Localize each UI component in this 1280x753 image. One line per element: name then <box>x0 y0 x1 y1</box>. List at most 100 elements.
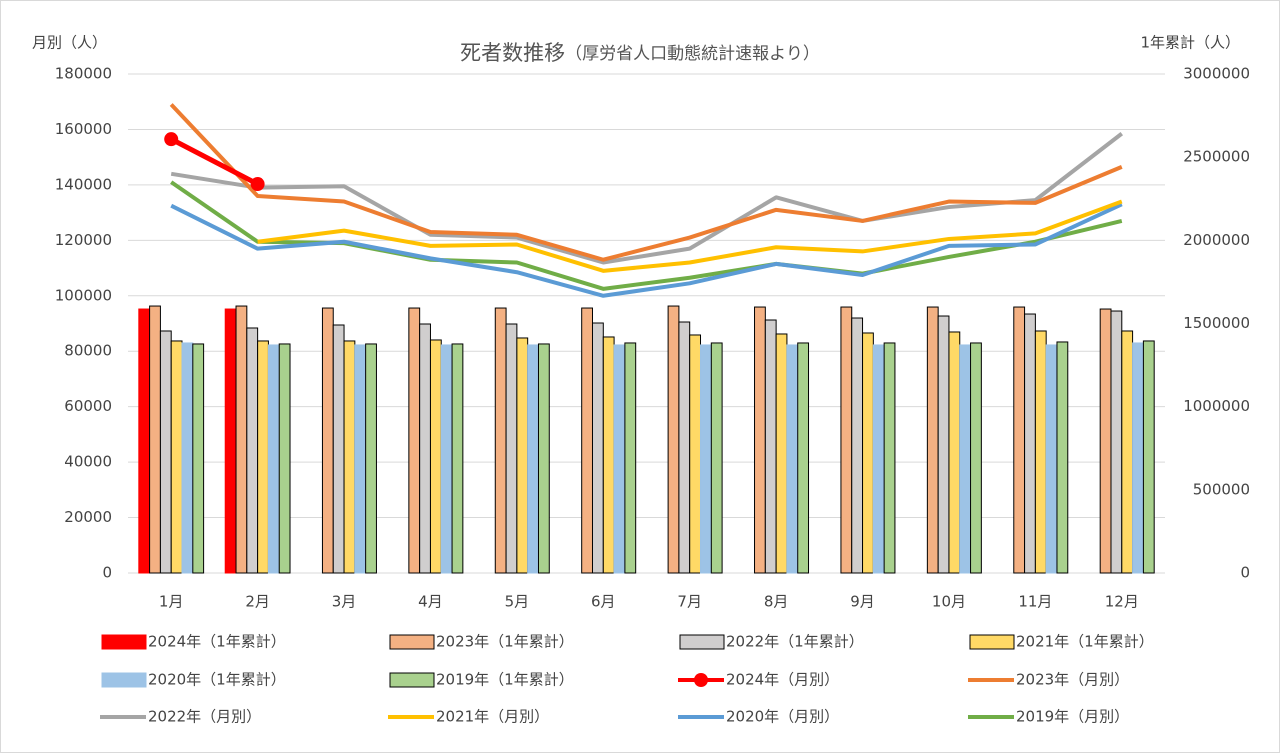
bar <box>149 305 161 574</box>
bar <box>764 319 777 574</box>
bar <box>851 317 864 574</box>
bar <box>278 343 291 574</box>
y2-tick-label: 3000000 <box>1183 65 1250 83</box>
bar <box>710 342 723 574</box>
bar <box>581 307 593 574</box>
y-axis-label: 月別（人） <box>32 34 107 52</box>
bar <box>505 323 518 574</box>
bar <box>591 322 604 574</box>
bar <box>1056 341 1069 574</box>
x-tick-label: 9月 <box>850 593 875 611</box>
bar <box>494 307 507 574</box>
bar <box>1013 306 1026 574</box>
legend-swatch <box>101 672 147 688</box>
bar <box>321 307 334 574</box>
y-tick-label: 120000 <box>55 231 112 249</box>
x-tick-label: 11月 <box>1018 593 1052 611</box>
bar <box>354 344 367 574</box>
legend-swatch <box>389 672 435 688</box>
legend-label: 2023年（1年累計） <box>436 633 574 651</box>
legend-label: 2023年（月別） <box>1016 671 1129 689</box>
y-tick-label: 160000 <box>55 120 112 138</box>
bar <box>257 340 269 574</box>
legend-swatch <box>969 634 1015 650</box>
bar <box>883 342 896 574</box>
bar <box>343 340 356 574</box>
chart-title-group: 死者数推移（厚労省人口動態統計速報より） <box>460 41 820 65</box>
bar <box>419 323 431 574</box>
line <box>170 202 1123 298</box>
bar <box>1142 340 1155 574</box>
bar <box>170 340 183 574</box>
x-tick-label: 12月 <box>1105 593 1139 611</box>
bar <box>970 342 982 574</box>
legend-label: 2021年（1年累計） <box>1016 633 1154 651</box>
y2-tick-label: 2000000 <box>1183 231 1250 249</box>
line-marker <box>250 177 265 192</box>
y2-tick-label: 1000000 <box>1183 397 1250 415</box>
bar <box>192 343 205 574</box>
bar <box>754 306 766 574</box>
bar <box>267 344 280 574</box>
bar <box>429 339 442 574</box>
legend-label: 2020年（1年累計） <box>148 671 286 689</box>
bar <box>775 333 788 574</box>
line <box>257 199 1123 273</box>
y2-tick-label: 1500000 <box>1183 314 1250 332</box>
bar <box>613 344 626 574</box>
bar <box>516 337 529 574</box>
line-marker <box>164 132 179 147</box>
bar <box>1132 342 1144 574</box>
bar <box>872 344 885 574</box>
legend-label: 2022年（1年累計） <box>726 633 864 651</box>
y2-tick-label: 500000 <box>1193 480 1250 498</box>
y-tick-label: 40000 <box>64 453 112 471</box>
bar <box>451 343 464 574</box>
bar <box>1121 330 1134 574</box>
bar <box>1045 344 1058 574</box>
bar <box>862 332 874 574</box>
bar <box>1099 308 1112 574</box>
y2-tick-label: 0 <box>1240 564 1250 582</box>
legend-label: 2019年（月別） <box>1016 708 1129 726</box>
legend-swatch <box>101 634 147 650</box>
y-tick-label: 140000 <box>55 175 112 193</box>
bar <box>365 343 377 574</box>
legend-label: 2022年（月別） <box>148 708 261 726</box>
bar <box>159 330 172 574</box>
x-tick-label: 4月 <box>418 593 443 611</box>
x-tick-label: 7月 <box>677 593 702 611</box>
y-tick-label: 20000 <box>64 508 112 526</box>
x-tick-label: 6月 <box>591 593 616 611</box>
bar <box>959 344 972 574</box>
bar <box>948 331 961 574</box>
legend-swatch <box>389 634 435 650</box>
bar <box>1110 310 1123 574</box>
legend-label: 2019年（1年累計） <box>436 671 574 689</box>
bar <box>840 306 853 574</box>
x-tick-label: 10月 <box>932 593 966 611</box>
bar <box>246 327 259 574</box>
legend-marker <box>694 673 708 687</box>
bar <box>667 305 680 574</box>
line <box>170 132 1124 265</box>
x-tick-label: 3月 <box>332 593 357 611</box>
bar <box>689 334 702 574</box>
bar <box>602 336 615 574</box>
bar <box>1024 313 1036 574</box>
y-tick-label: 80000 <box>64 342 112 360</box>
legend-label: 2020年（月別） <box>726 708 839 726</box>
y-tick-label: 180000 <box>55 65 112 83</box>
line <box>170 136 259 187</box>
bar <box>786 344 799 574</box>
legend-label: 2024年（1年累計） <box>148 633 286 651</box>
bar <box>527 344 539 574</box>
y2-axis-label: 1年累計（人） <box>1140 34 1240 52</box>
legend-label: 2021年（月別） <box>436 708 549 726</box>
legend-swatch <box>679 634 725 650</box>
bar <box>224 308 237 574</box>
bar <box>624 342 637 574</box>
x-tick-label: 5月 <box>505 593 530 611</box>
bar <box>138 308 151 574</box>
